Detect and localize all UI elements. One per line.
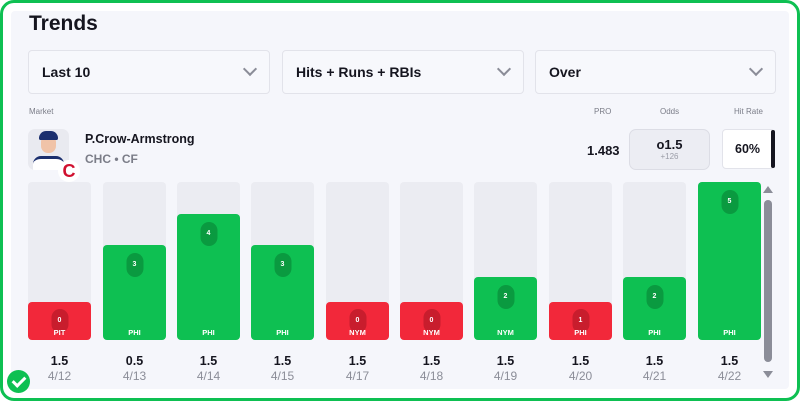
game-value: 2 [497, 284, 514, 309]
game-opponent: NYM [497, 328, 514, 337]
game-line: 1.5 [571, 354, 590, 368]
side-value: Over [549, 64, 581, 80]
game-opponent: PHI [202, 328, 215, 337]
game-line: 1.5 [720, 354, 739, 368]
game-value: 0 [349, 309, 366, 333]
odds-line: o1.5 [656, 137, 683, 152]
game-line: 0.5 [125, 354, 144, 368]
game-bar[interactable]: 1 PHI [549, 302, 612, 340]
market-dropdown[interactable]: Hits + Runs + RBIs [282, 50, 524, 94]
game-opponent: PHI [648, 328, 661, 337]
game-bar[interactable]: 3 PHI [103, 245, 166, 340]
game-bar[interactable]: 2 NYM [474, 276, 537, 340]
game-value: 0 [423, 309, 440, 333]
chevron-down-icon [242, 61, 258, 77]
hit-rate-label: Hit Rate [734, 107, 763, 116]
game-column[interactable]: 2 PHI [623, 182, 686, 340]
game-bar[interactable]: 0 PIT [28, 302, 91, 340]
pro-label: PRO [594, 107, 612, 116]
scrollbar-thumb[interactable] [764, 200, 772, 362]
side-dropdown[interactable]: Over [535, 50, 776, 94]
game-line: 1.5 [348, 354, 367, 368]
game-date: 4/22 [717, 369, 742, 383]
game-bar[interactable]: 0 NYM [400, 302, 463, 340]
market-value: Hits + Runs + RBIs [296, 64, 422, 80]
team-logo-letter: C [62, 161, 76, 181]
game-column[interactable]: 4 PHI [177, 182, 240, 340]
game-opponent: PIT [53, 328, 66, 337]
player-name: P.Crow-Armstrong [85, 132, 195, 146]
check-icon [7, 370, 30, 393]
odds-price: +126 [660, 152, 679, 161]
game-bar[interactable]: 0 NYM [326, 302, 389, 340]
odds-label: Odds [660, 107, 680, 116]
game-date: 4/18 [419, 369, 444, 383]
game-line: 1.5 [273, 354, 292, 368]
game-opponent: PHI [574, 328, 587, 337]
game-date: 4/14 [196, 369, 221, 383]
scrollbar[interactable] [763, 186, 773, 378]
game-value: 2 [646, 284, 663, 309]
game-column[interactable]: 1 PHI [549, 182, 612, 340]
scroll-down-icon[interactable] [763, 371, 773, 378]
market-label: Market [29, 107, 54, 116]
game-bar[interactable]: 2 PHI [623, 276, 686, 340]
game-opponent: NYM [423, 328, 440, 337]
game-opponent: PHI [723, 328, 736, 337]
game-date: 4/13 [122, 369, 147, 383]
game-opponent: PHI [276, 328, 289, 337]
game-bar[interactable]: 3 PHI [251, 245, 314, 340]
game-value: 4 [200, 221, 217, 246]
game-value: 1 [572, 309, 589, 333]
game-opponent: NYM [349, 328, 366, 337]
game-value: 0 [51, 309, 68, 333]
game-value: 5 [721, 190, 738, 214]
game-date: 4/21 [642, 369, 667, 383]
chevron-down-icon [496, 61, 512, 77]
game-line: 1.5 [50, 354, 69, 368]
team-logo-icon: C [58, 160, 80, 182]
player-team-position: CHC • CF [85, 152, 138, 166]
game-column[interactable]: 2 NYM [474, 182, 537, 340]
page-title: Trends [29, 12, 98, 35]
pro-value: 1.483 [587, 143, 620, 158]
range-dropdown[interactable]: Last 10 [28, 50, 270, 94]
hit-rate-value: 60% [735, 142, 761, 156]
game-date: 4/19 [493, 369, 518, 383]
chevron-down-icon [748, 61, 764, 77]
game-date: 4/17 [345, 369, 370, 383]
odds-button[interactable]: o1.5 +126 [629, 129, 710, 170]
range-value: Last 10 [42, 64, 91, 80]
game-opponent: PHI [128, 328, 141, 337]
game-column[interactable]: 5 PHI [698, 182, 761, 340]
game-column[interactable]: 0 NYM [326, 182, 389, 340]
game-line: 1.5 [496, 354, 515, 368]
game-column[interactable]: 3 PHI [103, 182, 166, 340]
game-date: 4/12 [47, 369, 72, 383]
game-column[interactable]: 0 NYM [400, 182, 463, 340]
game-date: 4/20 [568, 369, 593, 383]
game-date: 4/15 [270, 369, 295, 383]
game-line: 1.5 [645, 354, 664, 368]
game-column[interactable]: 3 PHI [251, 182, 314, 340]
game-bar[interactable]: 5 PHI [698, 182, 761, 340]
game-line: 1.5 [199, 354, 218, 368]
hit-rate-box: 60% [722, 129, 775, 169]
game-column[interactable]: 0 PIT [28, 182, 91, 340]
game-value: 3 [126, 253, 143, 278]
game-line: 1.5 [422, 354, 441, 368]
game-bar[interactable]: 4 PHI [177, 213, 240, 340]
scroll-up-icon[interactable] [763, 186, 773, 193]
game-value: 3 [274, 253, 291, 278]
